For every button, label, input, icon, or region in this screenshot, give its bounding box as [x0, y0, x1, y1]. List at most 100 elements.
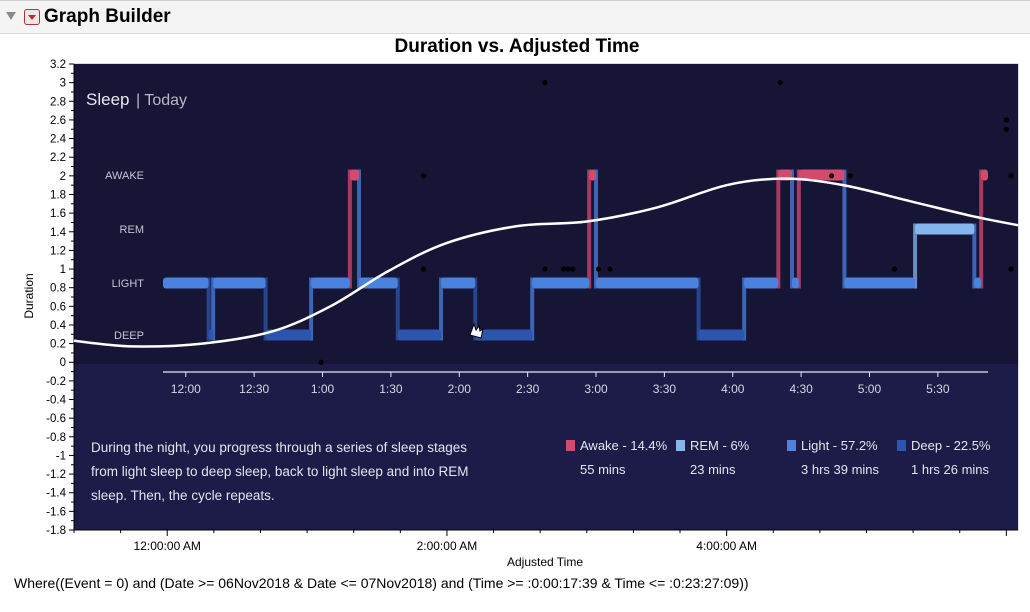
- data-point: [1008, 266, 1014, 272]
- hypnogram-transition: [776, 169, 781, 289]
- legend-duration: 3 hrs 39 mins: [801, 462, 880, 477]
- y-tick-label: 0.8: [50, 283, 66, 295]
- x-axis-label: Adjusted Time: [507, 555, 583, 569]
- hypnogram-segment-light: [744, 277, 779, 289]
- hypnogram-transition: [972, 223, 977, 289]
- stage-label-rem: REM: [120, 224, 144, 236]
- hypnogram-segment-awake: [349, 169, 359, 181]
- legend-name: Light - 57.2%: [801, 438, 878, 453]
- hypnogram-transition: [696, 277, 701, 341]
- hypnogram-segment-light: [844, 277, 916, 289]
- data-point: [1003, 117, 1009, 123]
- x-tick-label: 12:00:00 AM: [134, 539, 201, 553]
- y-tick-label: 0.2: [50, 339, 66, 351]
- data-point: [607, 266, 613, 272]
- y-tick-label: 2.4: [50, 134, 67, 146]
- graph-builder-header: Graph Builder: [0, 0, 1030, 34]
- y-tick-label: 2.8: [50, 96, 66, 108]
- hypnogram-tick-label: 5:30: [926, 382, 950, 396]
- description-line: sleep. Then, the cycle repeats.: [91, 488, 275, 503]
- data-point: [565, 266, 571, 272]
- hypnogram-segment-light: [358, 277, 398, 289]
- data-point: [777, 80, 783, 86]
- hypnogram-transition: [473, 277, 478, 341]
- hypnogram-segment-light: [213, 277, 266, 289]
- y-tick-label: 2: [60, 171, 66, 183]
- legend-duration: 1 hrs 26 mins: [911, 462, 990, 477]
- x-tick-label: 4:00:00 AM: [696, 539, 757, 553]
- hypnogram-segment-light: [163, 277, 209, 289]
- sleep-header-subtitle: | Today: [136, 92, 187, 109]
- hand-cursor-icon: [469, 322, 484, 339]
- y-tick-label: 1.8: [50, 189, 66, 201]
- y-tick-label: -1.4: [46, 488, 66, 500]
- panel-title: Graph Builder: [44, 6, 171, 27]
- data-point: [891, 266, 898, 272]
- data-point: [542, 80, 548, 86]
- y-tick-label: 1.2: [50, 245, 66, 257]
- hypnogram-segment-deep: [265, 329, 312, 341]
- description-line: During the night, you progress through a…: [91, 440, 467, 455]
- hypnogram-tick-label: 4:00: [721, 382, 745, 396]
- hypnogram-transition: [309, 277, 314, 341]
- hypnogram-transition: [356, 169, 361, 289]
- hypnogram-transition: [742, 277, 747, 341]
- hypnogram-segment-awake: [589, 169, 597, 181]
- hypnogram-transition: [263, 277, 268, 341]
- data-point: [542, 266, 548, 272]
- hypnogram-segment-deep: [397, 329, 442, 341]
- y-tick-label: -0.6: [46, 413, 66, 425]
- hypnogram-segment-rem: [915, 223, 975, 235]
- data-point: [1008, 173, 1014, 179]
- red-triangle-menu-icon[interactable]: [24, 9, 40, 25]
- y-tick-label: -0.4: [46, 395, 66, 407]
- legend-duration: 55 mins: [580, 462, 626, 477]
- legend-name: Awake - 14.4%: [580, 438, 668, 453]
- bg-top-panel: [74, 64, 1018, 364]
- data-point: [560, 266, 567, 272]
- y-tick-label: 0.4: [50, 320, 67, 332]
- hypnogram-tick-label: 5:00: [858, 382, 882, 396]
- smoother-layer: [73, 177, 1019, 348]
- data-point: [828, 173, 835, 179]
- hypnogram-segment-light: [792, 277, 799, 289]
- y-tick-label: 2.2: [50, 152, 66, 164]
- disclosure-triangle-icon[interactable]: [6, 12, 16, 20]
- chart-title: Duration vs. Adjusted Time: [395, 36, 640, 57]
- legend-swatch: [897, 440, 906, 451]
- data-point: [570, 266, 576, 272]
- legend-name: Deep - 22.5%: [911, 438, 991, 453]
- hypnogram-transition: [913, 223, 918, 289]
- hypnogram-transition: [842, 169, 847, 289]
- hypnogram-transition: [790, 169, 795, 289]
- y-tick-label: -1.6: [46, 506, 66, 518]
- hypnogram-transition: [796, 169, 801, 289]
- hypnogram-segment-light: [311, 277, 350, 289]
- data-point: [421, 173, 427, 179]
- legend-name: REM - 6%: [690, 438, 750, 453]
- stage-label-awake: AWAKE: [105, 170, 144, 182]
- y-tick-label: -1: [56, 450, 66, 462]
- hypnogram-segment-light: [974, 277, 982, 289]
- hypnogram-segment-light: [532, 277, 590, 289]
- points-layer: [318, 80, 1014, 365]
- y-axis: 3.2 3 2.8 2.6 2.4 2.2 2 1.8 1.6 1.4 1.2 1 0.8 0.6 0.4 0…: [46, 59, 75, 537]
- data-point: [318, 359, 324, 365]
- hypnogram-transition: [439, 277, 444, 341]
- y-tick-label: 1.6: [50, 208, 66, 220]
- legend-swatch: [566, 440, 575, 451]
- x-tick-label: 2:00:00 AM: [417, 539, 478, 553]
- hypnogram-tick-label: 3:00: [584, 382, 608, 396]
- data-point: [421, 266, 427, 272]
- stage-label-deep: DEEP: [114, 330, 144, 342]
- y-tick-label: 3.2: [50, 59, 66, 71]
- y-tick-label: 2.6: [50, 115, 66, 127]
- hypnogram-segment-deep: [208, 329, 214, 341]
- y-tick-label: -1.8: [46, 525, 66, 537]
- x-axis: 12:00:00 AM 2:00:00 AM 4:00:00 AM: [73, 529, 1018, 553]
- y-tick-label: -1.2: [46, 469, 66, 481]
- hypnogram-transition: [206, 277, 211, 341]
- stage-label-light: LIGHT: [112, 278, 145, 290]
- y-axis-label: Duration: [22, 273, 36, 318]
- graph-builder-plot: Duration vs. Adjusted Time Sleep | Today A…: [22, 36, 1019, 569]
